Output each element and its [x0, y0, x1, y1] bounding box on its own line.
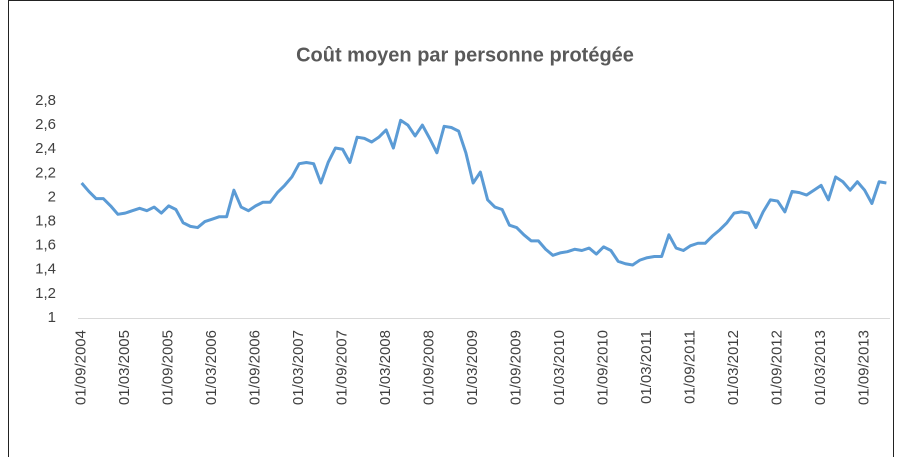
x-tick-label: 01/03/2009 [464, 330, 481, 405]
chart-title: Coût moyen par personne protégée [296, 44, 634, 66]
x-tick-label: 01/09/2004 [73, 330, 90, 405]
x-tick-label: 01/09/2007 [334, 330, 351, 405]
y-tick-label: 1 [48, 309, 56, 326]
y-tick-label: 1,4 [35, 261, 56, 278]
x-tick-label: 01/09/2012 [769, 330, 786, 405]
y-tick-label: 2,6 [35, 116, 56, 133]
x-tick-label: 01/03/2008 [377, 330, 394, 405]
x-tick-label: 01/09/2006 [247, 330, 264, 405]
x-tick-label: 01/03/2005 [116, 330, 133, 405]
x-tick-label: 01/03/2013 [812, 330, 829, 405]
y-tick-label: 2,4 [35, 140, 56, 157]
chart-frame [8, 0, 894, 457]
x-tick-label: 01/09/2011 [682, 330, 699, 404]
y-tick-label: 2,2 [35, 164, 56, 181]
x-tick-label: 01/03/2012 [725, 330, 742, 405]
x-tick-label: 01/09/2010 [595, 330, 612, 405]
y-tick-label: 1,8 [35, 213, 56, 230]
data-line [80, 118, 887, 267]
x-tick-label: 01/09/2013 [856, 330, 873, 405]
x-tick-label: 01/09/2005 [160, 330, 177, 405]
y-tick-label: 1,6 [35, 237, 56, 254]
x-tick-label: 01/09/2008 [421, 330, 438, 405]
y-tick-label: 2,8 [35, 92, 56, 109]
x-tick-label: 01/03/2011 [638, 330, 655, 404]
x-tick-label: 01/03/2010 [551, 330, 568, 405]
x-tick-label: 01/03/2006 [203, 330, 220, 405]
x-tick-label: 01/03/2007 [290, 330, 307, 405]
y-tick-label: 2 [48, 188, 56, 205]
y-tick-label: 1,2 [35, 285, 56, 302]
x-tick-label: 01/09/2009 [508, 330, 525, 405]
